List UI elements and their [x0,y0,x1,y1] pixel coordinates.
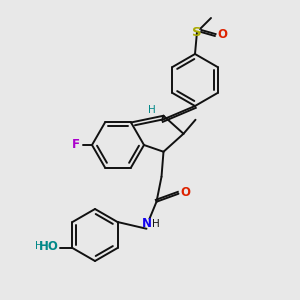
Text: F: F [72,139,80,152]
Text: S: S [192,26,202,38]
Text: H: H [152,219,159,229]
Text: O: O [181,186,190,199]
Text: H: H [34,241,42,251]
Text: O: O [217,28,227,41]
Text: H: H [148,105,156,115]
Text: N: N [142,217,152,230]
Text: HO: HO [38,241,58,254]
